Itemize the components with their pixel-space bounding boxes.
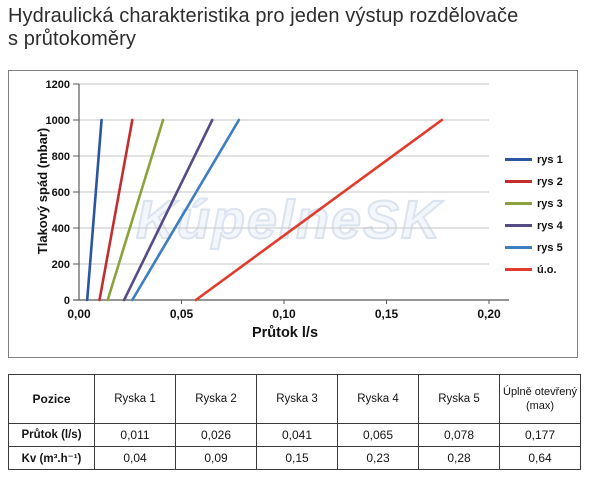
table-cell: 0,177 xyxy=(499,423,581,447)
table-cell: 0,15 xyxy=(256,446,338,470)
y-tick-label-800: 800 xyxy=(52,151,70,163)
table-row-label: Průtok (l/s) xyxy=(8,423,95,447)
page-title-line-2: s průtokoměry xyxy=(8,28,137,50)
legend-label: rys 3 xyxy=(537,197,563,210)
y-tick-label-1200: 1200 xyxy=(46,79,70,91)
legend-swatch xyxy=(505,268,532,271)
legend-label: rys 1 xyxy=(537,153,563,166)
legend-swatch xyxy=(505,158,532,161)
table-header-cell: Pozice xyxy=(8,374,95,424)
chart-plot-area: 0 200 400 600 800 1000 1200 0,00 0,05 0,10 0,15 0,2… xyxy=(46,79,509,321)
legend-label: rys 4 xyxy=(537,219,563,232)
legend-item--o-: ú.o. xyxy=(505,263,563,276)
x-tick-label-0,10: 0,10 xyxy=(272,307,296,321)
table-header-cell: Úplně otevřený (max) xyxy=(499,374,581,424)
table-cell: 0,28 xyxy=(418,446,500,470)
table-cell: 0,09 xyxy=(175,446,257,470)
table-cell: 0,078 xyxy=(418,423,500,447)
legend-item-rys-5: rys 5 xyxy=(505,241,563,254)
legend-label: rys 5 xyxy=(537,241,563,254)
legend-swatch xyxy=(505,202,532,205)
x-tick-label-0,00: 0,00 xyxy=(67,307,91,321)
y-axis-title: Tlakový spád (mbar) xyxy=(35,127,50,255)
table-header-cell: Ryska 3 xyxy=(256,374,338,424)
hydraulic-characteristic-chart: KúpelneSK 0 200 400 600 800 1000 1200 0,00 0,05 0… xyxy=(8,70,578,358)
x-axis-title: Průtok l/s xyxy=(251,325,319,341)
table-cell: 0,04 xyxy=(94,446,176,470)
legend-item-rys-2: rys 2 xyxy=(505,175,563,188)
table-cell: 0,026 xyxy=(175,423,257,447)
table-header-cell: Ryska 2 xyxy=(175,374,257,424)
chart-legend: rys 1 rys 2 rys 3 rys 4 rys 5 ú.o. xyxy=(505,153,563,276)
series-line-rys-3 xyxy=(106,118,165,302)
table-cell: 0,23 xyxy=(337,446,419,470)
series-line-rys-5 xyxy=(131,118,241,302)
legend-item-rys-4: rys 4 xyxy=(505,219,563,232)
watermark-text: KúpelneSK xyxy=(135,189,443,251)
series-line-rys-1 xyxy=(85,118,103,302)
legend-swatch xyxy=(505,180,532,183)
flow-values-table: Pozice Ryska 1 Ryska 2 Ryska 3 Ryska 4 Ryska … xyxy=(8,374,581,470)
series-line--o- xyxy=(194,118,444,302)
legend-item-rys-3: rys 3 xyxy=(505,197,563,210)
page-title-line-1: Hydraulická charakteristika pro jeden vý… xyxy=(8,5,519,27)
x-tick-label-0,20: 0,20 xyxy=(477,307,501,321)
table-cell: 0,64 xyxy=(499,446,581,470)
legend-item-rys-1: rys 1 xyxy=(505,153,563,166)
table-row: Průtok (l/s) 0,011 0,026 0,041 0,065 0,078 0,1… xyxy=(8,423,581,447)
y-tick-label-0: 0 xyxy=(64,295,70,307)
table-header-cell: Ryska 5 xyxy=(418,374,500,424)
table-cell: 0,011 xyxy=(94,423,176,447)
table-row-label: Kv (m³.h⁻¹) xyxy=(8,446,95,470)
page-title: Hydraulická charakteristika pro jeden vý… xyxy=(8,5,583,51)
table-cell: 0,065 xyxy=(337,423,419,447)
x-tick-label-0,15: 0,15 xyxy=(375,307,399,321)
table-header-row: Pozice Ryska 1 Ryska 2 Ryska 3 Ryska 4 Ryska … xyxy=(8,374,581,424)
series-line-rys-2 xyxy=(98,118,134,302)
table-header-cell: Ryska 1 xyxy=(94,374,176,424)
x-tick-label-0,05: 0,05 xyxy=(170,307,194,321)
table-body: Průtok (l/s) 0,011 0,026 0,041 0,065 0,078 0,1… xyxy=(8,423,581,470)
series-line-rys-4 xyxy=(122,118,214,302)
table-header-cell: Ryska 4 xyxy=(337,374,419,424)
y-tick-label-400: 400 xyxy=(52,223,70,235)
table-row: Kv (m³.h⁻¹) 0,04 0,09 0,15 0,23 0,28 0,64 xyxy=(8,446,581,470)
y-tick-label-600: 600 xyxy=(52,187,70,199)
y-tick-label-1000: 1000 xyxy=(46,115,70,127)
legend-label: rys 2 xyxy=(537,175,563,188)
legend-swatch xyxy=(505,246,532,249)
table-cell: 0,041 xyxy=(256,423,338,447)
legend-label: ú.o. xyxy=(537,263,557,276)
legend-swatch xyxy=(505,224,532,227)
y-tick-label-200: 200 xyxy=(52,259,70,271)
